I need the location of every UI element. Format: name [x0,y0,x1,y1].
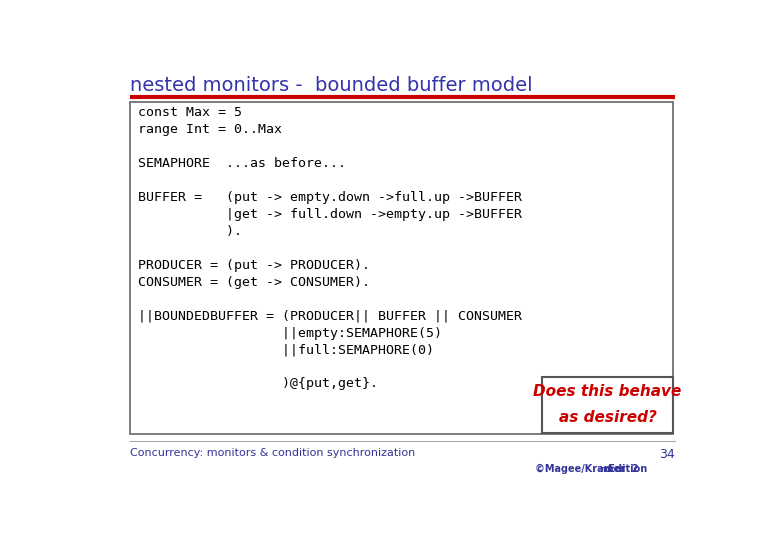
Text: nested monitors -  bounded buffer model: nested monitors - bounded buffer model [130,76,533,96]
Text: CONSUMER = (get -> CONSUMER).: CONSUMER = (get -> CONSUMER). [138,276,370,289]
Text: range Int = 0..Max: range Int = 0..Max [138,123,282,136]
Text: BUFFER =   (put -> empty.down ->full.up ->BUFFER: BUFFER = (put -> empty.down ->full.up ->… [138,191,522,204]
Text: |get -> full.down ->empty.up ->BUFFER: |get -> full.down ->empty.up ->BUFFER [138,208,522,221]
Text: Edition: Edition [605,464,647,474]
Text: ||full:SEMAPHORE(0): ||full:SEMAPHORE(0) [138,343,434,356]
Text: const Max = 5: const Max = 5 [138,106,242,119]
Text: nd: nd [600,465,612,474]
Text: ||empty:SEMAPHORE(5): ||empty:SEMAPHORE(5) [138,327,441,340]
Text: Does this behave: Does this behave [534,383,682,399]
FancyBboxPatch shape [542,377,672,433]
Text: 34: 34 [659,448,675,461]
Text: as desired?: as desired? [558,410,657,425]
Text: PRODUCER = (put -> PRODUCER).: PRODUCER = (put -> PRODUCER). [138,259,370,272]
Text: ||BOUNDEDBUFFER = (PRODUCER|| BUFFER || CONSUMER: ||BOUNDEDBUFFER = (PRODUCER|| BUFFER || … [138,309,522,323]
Text: )@{put,get}.: )@{put,get}. [138,377,378,390]
Text: Concurrency: monitors & condition synchronization: Concurrency: monitors & condition synchr… [130,448,415,458]
Text: ©Magee/Kramer  2: ©Magee/Kramer 2 [535,464,639,474]
Text: SEMAPHORE  ...as before...: SEMAPHORE ...as before... [138,157,346,170]
Text: ).: ). [138,225,242,238]
FancyBboxPatch shape [130,102,672,434]
